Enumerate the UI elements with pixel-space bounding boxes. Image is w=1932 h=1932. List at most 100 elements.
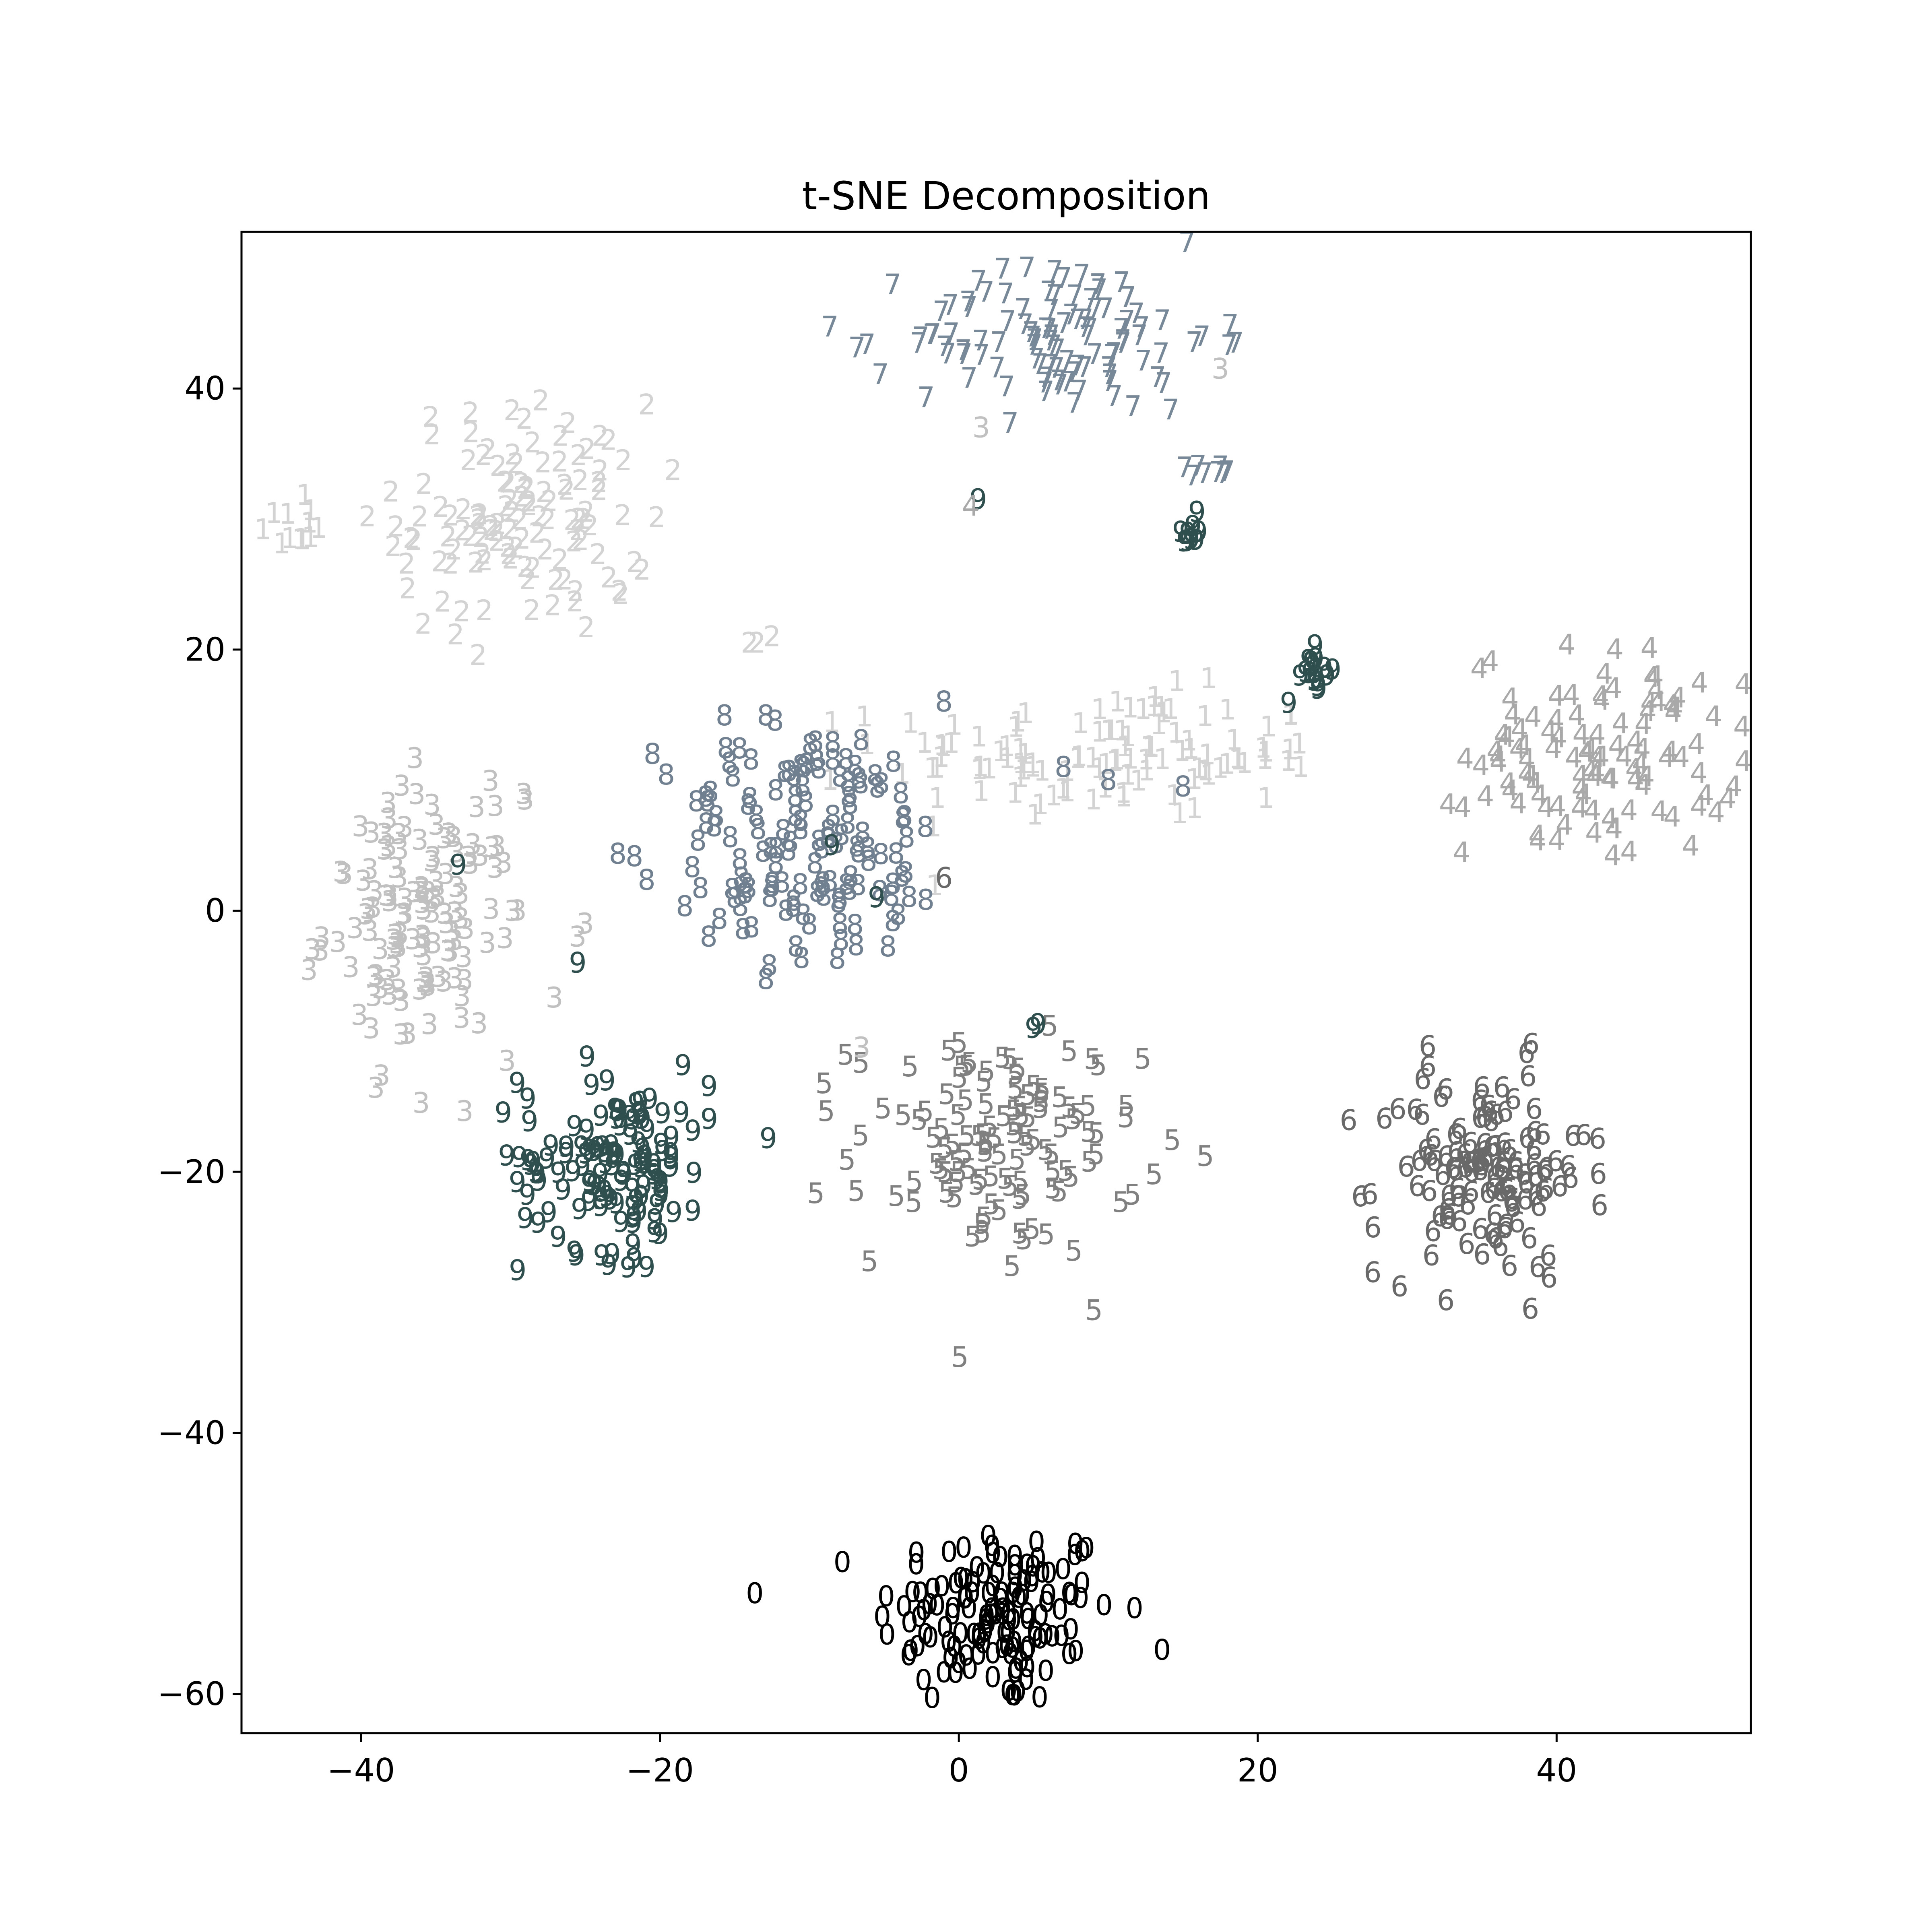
digit-point-5: 5 — [874, 1092, 892, 1125]
digit-point-8: 8 — [792, 749, 810, 782]
digit-point-2: 2 — [382, 475, 400, 508]
digit-point-1: 1 — [916, 727, 934, 760]
digit-point-2: 2 — [519, 563, 537, 596]
digit-point-9: 9 — [969, 483, 987, 516]
digit-point-0: 0 — [976, 1614, 994, 1647]
digit-point-4: 4 — [1647, 673, 1665, 706]
digit-point-2: 2 — [523, 594, 541, 627]
digit-point-3: 3 — [365, 961, 383, 994]
digit-point-9: 9 — [665, 1196, 683, 1229]
digit-point-2: 2 — [432, 491, 450, 524]
digit-point-5: 5 — [1041, 1009, 1059, 1042]
digit-point-7: 7 — [1185, 326, 1203, 359]
digit-point-5: 5 — [1014, 1179, 1032, 1212]
y-tick-label: −20 — [157, 1153, 225, 1191]
digit-point-6: 6 — [1450, 1113, 1468, 1146]
digit-point-1: 1 — [1121, 691, 1139, 724]
digit-point-8: 8 — [687, 785, 706, 818]
digit-point-6: 6 — [1559, 1150, 1577, 1183]
digit-point-1: 1 — [1140, 730, 1158, 763]
digit-point-2: 2 — [516, 551, 535, 584]
digit-point-8: 8 — [720, 747, 739, 780]
digit-point-0: 0 — [873, 1600, 892, 1633]
digit-point-6: 6 — [1351, 1180, 1369, 1213]
digit-point-9: 9 — [573, 1130, 591, 1163]
digit-point-3: 3 — [415, 966, 433, 999]
digit-point-8: 8 — [882, 879, 900, 912]
digit-point-5: 5 — [815, 1067, 833, 1100]
digit-point-3: 3 — [329, 926, 347, 959]
digit-point-8: 8 — [762, 832, 780, 865]
digit-point-1: 1 — [1054, 772, 1072, 805]
digit-point-0: 0 — [1028, 1525, 1046, 1558]
digit-point-3: 3 — [415, 939, 433, 972]
digit-point-3: 3 — [412, 1087, 430, 1120]
x-tick-label: −20 — [626, 1752, 694, 1789]
digit-point-8: 8 — [767, 832, 785, 865]
digit-point-2: 2 — [578, 433, 597, 466]
digit-point-7: 7 — [1058, 345, 1076, 378]
digit-point-3: 3 — [1212, 353, 1230, 386]
digit-point-5: 5 — [977, 1088, 995, 1121]
digit-point-1: 1 — [273, 527, 291, 560]
digit-point-8: 8 — [808, 745, 826, 778]
digit-point-1: 1 — [1026, 798, 1044, 831]
digit-point-5: 5 — [1088, 1117, 1106, 1150]
digit-point-7: 7 — [988, 351, 1006, 384]
digit-point-5: 5 — [932, 1153, 950, 1186]
digit-point-3: 3 — [411, 824, 429, 857]
digit-point-3: 3 — [381, 978, 399, 1011]
digit-point-5: 5 — [1015, 1223, 1033, 1256]
digit-point-1: 1 — [924, 810, 942, 843]
digit-point-0: 0 — [983, 1530, 1001, 1563]
digit-point-8: 8 — [767, 774, 785, 807]
digit-point-7: 7 — [1065, 356, 1083, 389]
digit-point-7: 7 — [1212, 450, 1230, 483]
digit-point-2: 2 — [483, 514, 501, 547]
digit-point-0: 0 — [963, 1577, 981, 1610]
digit-point-2: 2 — [556, 469, 574, 502]
digit-point-5: 5 — [1005, 1109, 1023, 1142]
digit-point-0: 0 — [1004, 1577, 1022, 1610]
digit-point-2: 2 — [591, 454, 609, 487]
digit-point-4: 4 — [1453, 791, 1472, 824]
digit-point-9: 9 — [652, 1128, 671, 1161]
digit-point-9: 9 — [684, 1195, 702, 1228]
digit-point-6: 6 — [1437, 1140, 1455, 1173]
digit-point-8: 8 — [896, 800, 914, 833]
digit-point-0: 0 — [907, 1548, 925, 1581]
digit-point-9: 9 — [589, 1131, 607, 1164]
digit-point-2: 2 — [513, 522, 531, 555]
digit-point-6: 6 — [1486, 1130, 1504, 1163]
digit-point-5: 5 — [1037, 1218, 1055, 1251]
digit-point-2: 2 — [532, 384, 550, 417]
digit-point-4: 4 — [1601, 802, 1619, 835]
digit-point-9: 9 — [652, 1165, 670, 1198]
digit-point-3: 3 — [421, 1008, 439, 1041]
digit-point-6: 6 — [1504, 1083, 1522, 1116]
digit-point-8: 8 — [846, 908, 864, 941]
digit-point-8: 8 — [894, 802, 912, 835]
digit-point-6: 6 — [1484, 1172, 1502, 1205]
digit-point-4: 4 — [1548, 790, 1567, 823]
digit-point-0: 0 — [1031, 1681, 1049, 1714]
digit-point-8: 8 — [887, 837, 905, 870]
digit-point-0: 0 — [1004, 1603, 1022, 1636]
digit-point-0: 0 — [942, 1642, 960, 1675]
digit-point-9: 9 — [626, 1149, 644, 1182]
digit-point-8: 8 — [741, 782, 759, 815]
digit-point-4: 4 — [1548, 679, 1566, 712]
digit-point-0: 0 — [1007, 1652, 1025, 1685]
digit-point-9: 9 — [590, 1171, 609, 1204]
digit-point-3: 3 — [381, 885, 399, 918]
digit-point-3: 3 — [413, 871, 431, 904]
digit-point-6: 6 — [1591, 1189, 1609, 1222]
digit-point-0: 0 — [1033, 1556, 1051, 1589]
digit-point-8: 8 — [879, 930, 897, 963]
digit-point-7: 7 — [1048, 333, 1066, 366]
digit-point-6: 6 — [1340, 1104, 1358, 1137]
digit-point-9: 9 — [1307, 642, 1325, 675]
digit-point-4: 4 — [1472, 749, 1490, 782]
digit-point-8: 8 — [723, 873, 741, 906]
digit-point-6: 6 — [1486, 1222, 1505, 1255]
